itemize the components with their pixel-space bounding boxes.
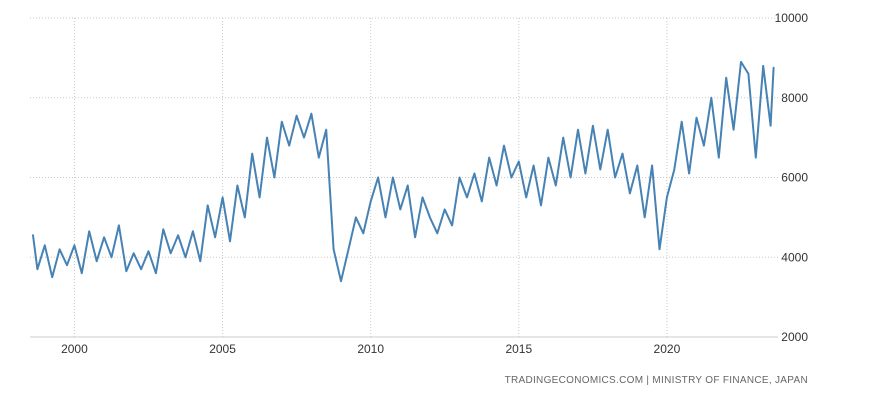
x-tick-label: 2005 [209,342,236,356]
y-tick-label: 4000 [781,250,808,264]
x-tick-label: 2000 [61,342,88,356]
x-tick-label: 2015 [505,342,532,356]
series-line-0 [32,60,775,283]
y-tick-label: 10000 [775,11,809,25]
x-tick-label: 2020 [654,342,681,356]
grid-layer [30,17,778,338]
y-tick-label: 2000 [781,330,808,344]
x-tick-label: 2010 [357,342,384,356]
tick-label-layer: 2000 4000 6000 8000 10000 2000 2005 2010 2015 202… [61,11,808,356]
series-layer [32,60,775,283]
y-tick-label: 8000 [781,91,808,105]
source-label: TRADINGECONOMICS.COM | MINISTRY OF FINAN… [505,375,808,386]
y-tick-label: 6000 [781,171,808,185]
